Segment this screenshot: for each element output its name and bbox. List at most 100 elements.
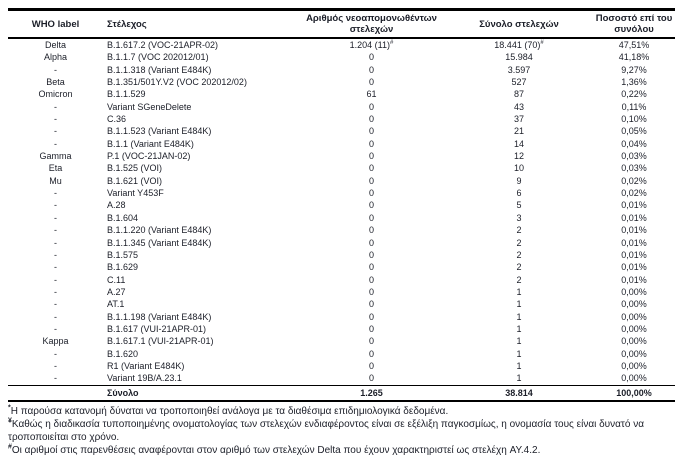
cell-who-label: -: [54, 188, 57, 199]
cell-new-isolates: 0: [368, 286, 374, 297]
table-row: Gamma P.1 (VOC-21JAN-02) 0 12 0,03%: [8, 150, 675, 162]
cell-total-strains: 2: [516, 225, 522, 236]
table-header: WHO label Στέλεχος Αριθμός νεοαπομονωθέν…: [8, 8, 675, 39]
cell-new-isolates: 0: [368, 188, 374, 199]
cell-total-strains: 15.984: [505, 52, 533, 63]
total-row-who-cell: [8, 384, 103, 402]
cell-who-label: -: [54, 323, 57, 334]
cell-who-label: -: [54, 101, 57, 112]
table-row: - B.1.1.220 (Variant E484K) 0 2 0,01%: [8, 224, 675, 236]
table-row: - B.1.1.345 (Variant E484K) 0 2 0,01%: [8, 237, 675, 249]
cell-percent: 0,00%: [621, 373, 647, 384]
table-row: - Variant Y453F 0 6 0,02%: [8, 187, 675, 199]
table-row: Mu B.1.621 (VOI) 0 9 0,02%: [8, 175, 675, 187]
cell-total-strains: 1: [516, 286, 522, 297]
cell-who-label: Omicron: [38, 89, 73, 100]
cell-new-isolates: 0: [368, 262, 374, 273]
cell-strain: B.1.1.7 (VOC 202012/01): [107, 52, 209, 63]
cell-strain: Variant 19B/A.23.1: [107, 373, 182, 384]
cell-who-label: -: [54, 114, 57, 125]
footnote-2-text: Καθώς η διαδικασία τυποποιημένης ονοματο…: [8, 419, 644, 443]
cell-total-strains: 2: [516, 262, 522, 273]
cell-who-label: Mu: [49, 175, 62, 186]
cell-total-strains: 2: [516, 237, 522, 248]
cell-new-isolates: 0: [368, 163, 374, 174]
cell-total-strains: 18.441 (70)#: [494, 40, 544, 50]
cell-new-isolates: 0: [368, 200, 374, 211]
table-row: - B.1.1.523 (Variant E484K) 0 21 0,05%: [8, 125, 675, 137]
table-row: - B.1.1.198 (Variant E484K) 0 1 0,00%: [8, 311, 675, 323]
cell-new-isolates: 0: [368, 77, 374, 88]
table-row: - C.11 0 2 0,01%: [8, 274, 675, 286]
cell-strain: A.28: [107, 200, 126, 211]
cell-strain: C.36: [107, 114, 127, 125]
cell-total-strains: 527: [511, 77, 527, 88]
table-row: - A.27 0 1 0,00%: [8, 286, 675, 298]
footnote-reference-marker: #: [540, 40, 544, 46]
cell-strain: R1 (Variant E484K): [107, 360, 185, 371]
cell-total-strains: 87: [513, 89, 524, 100]
table-row: - B.1.1 (Variant E484K) 0 14 0,04%: [8, 138, 675, 150]
table-row: Beta B.1.351/501Y.V2 (VOC 202012/02) 0 527 1…: [8, 76, 675, 88]
cell-who-label: -: [54, 237, 57, 248]
cell-percent: 0,01%: [621, 237, 647, 248]
cell-percent: 0,00%: [621, 323, 647, 334]
footnote-2-marker: ¥: [8, 417, 12, 425]
footnote-1: *Η παρούσα κατανομή δύναται να τροποποιη…: [8, 404, 675, 419]
cell-new-isolates: 0: [368, 348, 374, 359]
footnote-3: #Οι αριθμοί στις παρενθέσεις αναφέρονται…: [8, 444, 675, 458]
cell-who-label: Kappa: [42, 336, 69, 347]
cell-new-isolates: 0: [368, 101, 374, 112]
table-row: Delta B.1.617.2 (VOC-21APR-02) 1.204 (11)#…: [8, 38, 675, 51]
cell-total-strains: 9: [516, 175, 522, 186]
cell-new-isolates: 1.204 (11)#: [349, 40, 394, 50]
cell-percent: 0,00%: [621, 336, 647, 347]
cell-total-strains: 14: [513, 138, 524, 149]
cell-percent: 0,03%: [621, 163, 647, 174]
cell-new-isolates: 0: [368, 360, 374, 371]
footnote-1-marker: *: [8, 404, 11, 412]
cell-new-isolates: 0: [368, 237, 374, 248]
cell-who-label: -: [54, 311, 57, 322]
cell-strain: B.1.1 (Variant E484K): [107, 138, 194, 149]
table-row: - B.1.575 0 2 0,01%: [8, 249, 675, 261]
cell-percent: 0,01%: [621, 200, 647, 211]
cell-new-isolates: 0: [368, 175, 374, 186]
cell-strain: C.11: [107, 274, 126, 285]
total-row-percent: 100,00%: [593, 384, 675, 402]
cell-who-label: Beta: [46, 77, 65, 88]
cell-strain: A.27: [107, 286, 126, 297]
cell-percent: 0,00%: [621, 348, 647, 359]
cell-percent: 47,51%: [618, 40, 650, 50]
cell-strain: B.1.575: [107, 249, 139, 260]
table-row: - R1 (Variant E484K) 0 1 0,00%: [8, 360, 675, 372]
cell-percent: 0,02%: [621, 188, 647, 199]
cell-total-strains: 2: [516, 249, 522, 260]
cell-who-label: -: [54, 360, 57, 371]
cell-strain: P.1 (VOC-21JAN-02): [107, 151, 191, 162]
cell-who-label: -: [54, 348, 57, 359]
total-row-new-isolates: 1.265: [298, 384, 445, 402]
cell-strain: B.1.621 (VOI): [107, 175, 163, 186]
cell-percent: 0,00%: [621, 299, 647, 310]
table-body: Delta B.1.617.2 (VOC-21APR-02) 1.204 (11)#…: [8, 38, 675, 385]
footnote-1-text: Η παρούσα κατανομή δύναται να τροποποιηθ…: [10, 405, 449, 417]
cell-strain: B.1.351/501Y.V2 (VOC 202012/02): [107, 77, 247, 88]
header-row: WHO label Στέλεχος Αριθμός νεοαπομονωθέν…: [8, 8, 675, 39]
cell-who-label: -: [54, 64, 57, 75]
cell-strain: B.1.1.529: [107, 89, 146, 100]
cell-who-label: Gamma: [39, 151, 72, 162]
cell-new-isolates: 0: [368, 249, 374, 260]
table-row: Alpha B.1.1.7 (VOC 202012/01) 0 15.984 41,18…: [8, 51, 675, 63]
cell-percent: 0,11%: [621, 101, 647, 112]
cell-new-isolates: 61: [366, 89, 377, 100]
cell-percent: 0,03%: [621, 151, 647, 162]
total-row: Σύνολο 1.265 38.814 100,00%: [8, 384, 675, 402]
cell-percent: 0,05%: [621, 126, 647, 137]
cell-who-label: -: [54, 299, 57, 310]
cell-total-strains: 2: [516, 274, 522, 285]
table-row: Kappa B.1.617.1 (VUI-21APR-01) 0 1 0,00%: [8, 335, 675, 347]
cell-total-strains: 5: [516, 200, 522, 211]
cell-strain: B.1.1.523 (Variant E484K): [107, 126, 212, 137]
